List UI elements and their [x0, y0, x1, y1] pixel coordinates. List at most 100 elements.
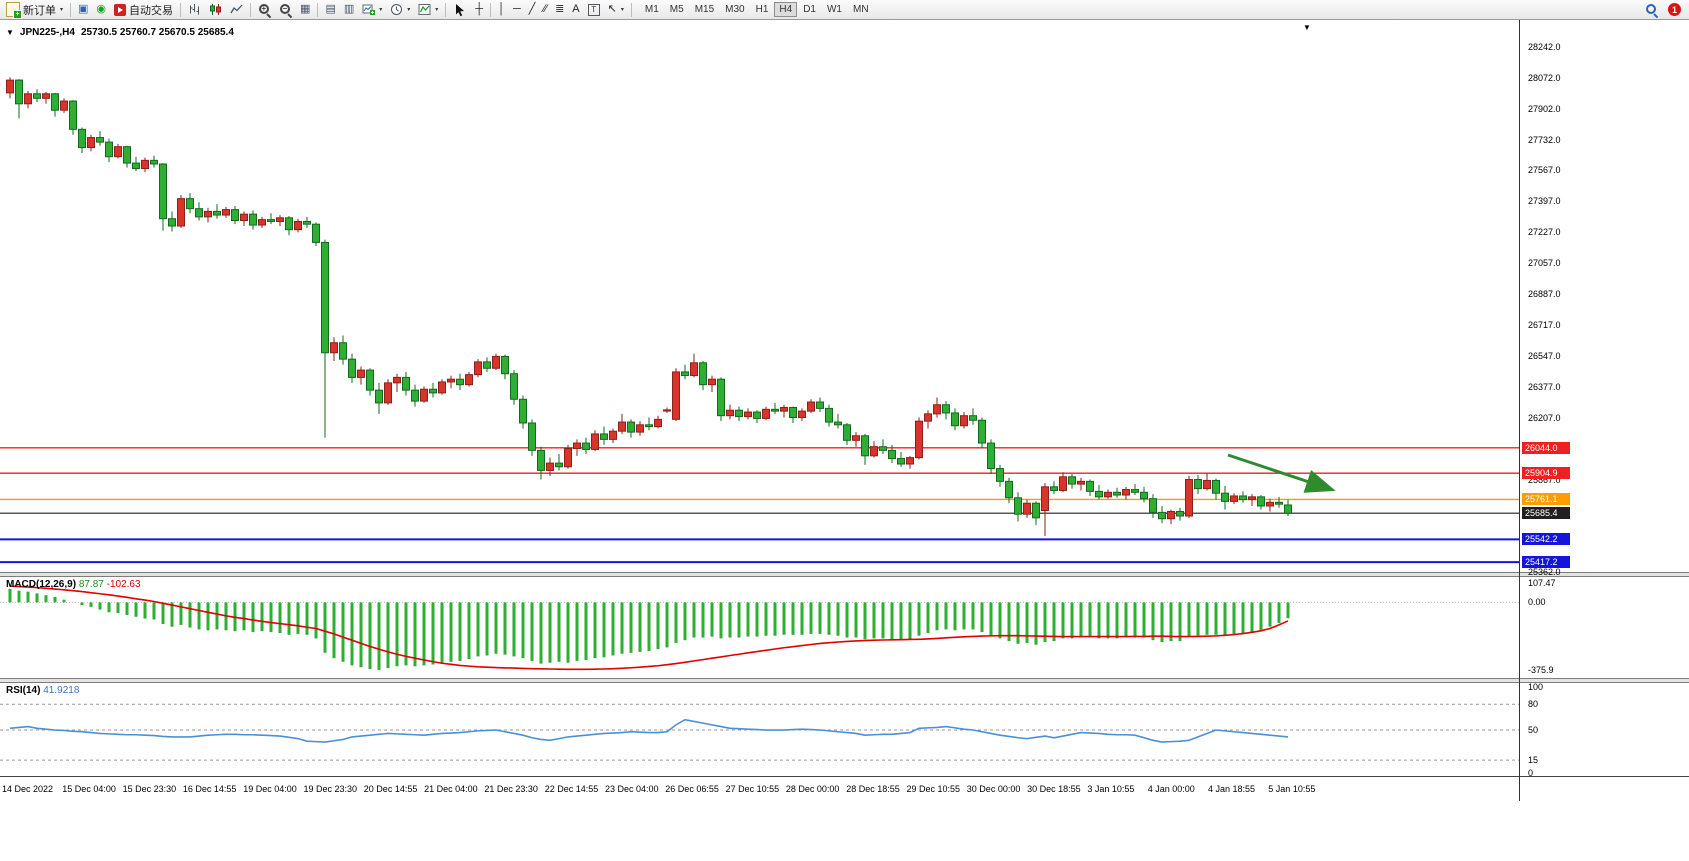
zoom-in-button[interactable]: + — [255, 1, 274, 18]
horizontal-line-tool[interactable]: ─ — [510, 1, 524, 18]
vertical-line-tool[interactable]: │ — [495, 1, 508, 18]
tf-button-d1[interactable]: D1 — [803, 4, 816, 15]
time-label: 23 Dec 04:00 — [605, 784, 659, 794]
arrows-tool[interactable]: ↖ ▾ — [605, 1, 627, 18]
chart-area: ▼ JPN225-,H4 25730.5 25760.7 25670.5 256… — [0, 20, 1689, 861]
macd-tick: 107.47 — [1528, 578, 1556, 589]
candle — [1005, 480, 1013, 499]
candle — [933, 404, 941, 415]
main-chart[interactable] — [0, 21, 1520, 572]
trendline-tool[interactable]: ╱ — [526, 1, 539, 18]
auto-trading-button[interactable]: 自动交易 — [111, 1, 176, 18]
candlestick-chart-button[interactable] — [206, 1, 225, 18]
candle — [339, 342, 347, 360]
periods-button[interactable]: ▾ — [387, 1, 413, 18]
zoom-in-icon: + — [258, 3, 271, 16]
charts-profile-button[interactable]: ▣ — [75, 1, 91, 18]
candle — [1050, 486, 1058, 491]
panel-splitter[interactable] — [0, 572, 1689, 577]
price-tick: 26547.0 — [1528, 351, 1561, 362]
candle — [249, 213, 257, 226]
tf-button-m5[interactable]: M5 — [669, 4, 684, 15]
tf-button-m1[interactable]: M1 — [644, 4, 659, 15]
bar-chart-button[interactable] — [185, 1, 204, 18]
macd-panel[interactable] — [0, 577, 1520, 678]
text-label-icon: T — [587, 3, 600, 16]
candle — [789, 406, 797, 419]
indicators-button[interactable]: ▾ — [415, 1, 441, 18]
one-click-trading-toggle-icon[interactable]: ▼ — [6, 28, 14, 37]
new-chart-button[interactable]: ▾ — [359, 1, 385, 18]
chart-symbol-label: JPN225-,H4 — [19, 27, 75, 38]
tile-windows-button[interactable]: ▦ — [297, 1, 313, 18]
crosshair-button[interactable]: ┼ — [472, 1, 486, 18]
candle — [618, 421, 626, 432]
search-button[interactable] — [1642, 1, 1661, 18]
fibonacci-tool[interactable]: ≣ — [552, 1, 567, 18]
candle — [195, 208, 203, 218]
time-label: 16 Dec 14:55 — [182, 784, 237, 794]
tf-button-m15[interactable]: M15 — [694, 4, 715, 15]
price-tick: 26887.0 — [1528, 289, 1561, 300]
time-label: 26 Dec 06:55 — [665, 784, 719, 794]
text-label-tool[interactable]: T — [585, 1, 603, 18]
channel-tool[interactable]: ∕∕ — [540, 1, 550, 18]
tf-button-h4[interactable]: H4 — [774, 2, 798, 17]
tf-button-h1[interactable]: H1 — [755, 4, 769, 15]
candle — [987, 442, 995, 470]
tf-button-mn[interactable]: MN — [852, 4, 869, 15]
candle — [969, 415, 977, 421]
line-chart-icon — [230, 4, 243, 14]
vertical-line-icon: │ — [498, 3, 505, 15]
panel-splitter[interactable] — [0, 678, 1689, 683]
candle — [411, 389, 419, 402]
candle — [1176, 510, 1184, 517]
chart-shift-button[interactable]: ▥ — [341, 1, 357, 18]
candle — [1221, 492, 1229, 502]
tf-button-m30[interactable]: M30 — [725, 4, 745, 15]
time-label: 21 Dec 04:00 — [424, 784, 478, 794]
current-price-badge: 25685.4 — [1522, 507, 1570, 520]
time-label: 3 Jan 10:55 — [1087, 784, 1135, 794]
line-chart-button[interactable] — [227, 1, 246, 18]
chart-shift-marker-icon: ▼ — [1303, 23, 1311, 32]
cursor-button[interactable] — [450, 1, 470, 18]
level-price-badge: 25542.2 — [1522, 533, 1570, 546]
time-label: 30 Dec 18:55 — [1027, 784, 1081, 794]
time-axis[interactable]: 14 Dec 2022 15 Dec 04:00 15 Dec 23:30 16 De… — [0, 779, 1689, 803]
channel-icon: ∕∕ — [543, 3, 548, 15]
price-tick: 27057.0 — [1528, 258, 1561, 269]
level-price-badge: 25904.9 — [1522, 467, 1570, 480]
candle — [1140, 491, 1148, 500]
notification-badge[interactable]: 1 — [1668, 3, 1681, 16]
candle — [1077, 480, 1085, 485]
candle — [312, 223, 320, 243]
profile-icon: ▣ — [78, 3, 89, 15]
candle — [483, 361, 491, 369]
zoom-out-button[interactable]: − — [276, 1, 295, 18]
level-price-badge: 25417.2 — [1522, 556, 1570, 569]
clock-icon — [391, 4, 403, 15]
time-label: 27 Dec 10:55 — [725, 784, 780, 794]
price-tick: 28242.0 — [1528, 41, 1561, 52]
zoom-out-icon: − — [279, 3, 292, 16]
candle — [528, 422, 536, 451]
candle — [474, 361, 482, 376]
candle — [177, 198, 185, 227]
new-order-button[interactable]: + 新订单 ▾ — [3, 1, 66, 19]
refresh-button[interactable]: ◉ — [93, 1, 109, 18]
tf-button-w1[interactable]: W1 — [826, 4, 842, 15]
price-axis[interactable]: 28242.0 28072.0 27902.0 27732.0 27567.0 27397… — [1519, 20, 1689, 801]
candle — [915, 420, 923, 459]
rsi-tick: 15 — [1528, 755, 1539, 766]
candle — [402, 376, 410, 391]
candle — [375, 389, 383, 404]
auto-scroll-button[interactable]: ▤ — [322, 1, 338, 18]
rsi-panel[interactable] — [0, 683, 1520, 776]
text-tool[interactable]: A — [569, 1, 582, 18]
candle — [852, 435, 860, 441]
price-tick: 27732.0 — [1528, 134, 1561, 145]
candle — [663, 409, 671, 412]
candle — [384, 382, 392, 404]
candle — [204, 210, 212, 218]
